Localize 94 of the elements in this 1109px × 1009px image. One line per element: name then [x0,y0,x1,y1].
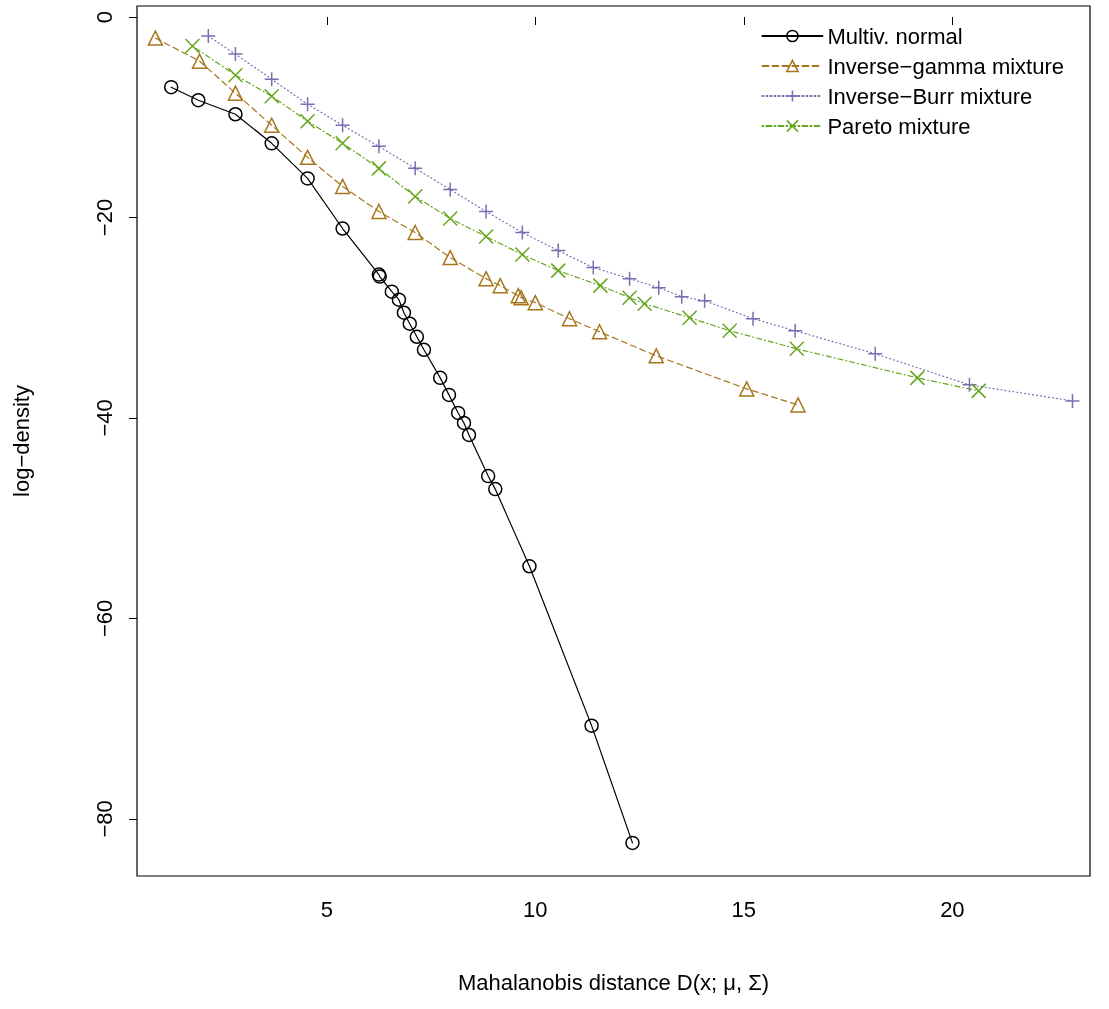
point [163,79,179,95]
point [621,270,638,287]
point [681,309,698,326]
point [402,316,418,331]
point [522,559,537,574]
x-tick-label: 5 [320,896,333,922]
point [651,279,667,296]
point [371,160,387,177]
point [550,262,566,279]
point [334,135,351,152]
point [335,221,350,236]
point [299,149,316,166]
point [371,138,387,155]
x-axis-title: Mahalanobis distance D(x; μ, Σ) [457,969,770,995]
point [488,481,503,497]
point [867,346,883,362]
point [789,341,805,357]
point [227,46,244,62]
point [585,259,602,276]
point [790,397,806,413]
point [591,324,608,340]
point [592,277,609,294]
point [514,246,531,263]
point [909,370,926,386]
point [191,53,208,69]
point [334,178,351,195]
x-tick-label: 10 [523,896,548,922]
point [442,181,458,198]
point [227,67,244,83]
point [970,383,987,399]
y-tick-label: −80 [91,800,117,838]
point [478,228,494,245]
point [371,203,387,220]
x-tick-label: 20 [940,896,965,922]
point [263,117,280,134]
point [184,38,201,54]
point [432,370,448,386]
legend-label: Inverse−Burr mixture [827,83,1033,109]
point [514,224,531,241]
point [456,415,472,431]
point [492,277,509,294]
y-tick-label: −60 [91,599,117,638]
point [441,387,457,403]
point [263,71,280,87]
legend-label: Multiv. normal [827,23,963,49]
legend-label: Pareto mixture [827,113,971,139]
point [625,835,640,851]
point [739,381,755,397]
point [416,342,432,358]
point [228,107,243,122]
point [409,329,425,344]
point [961,377,978,393]
point [478,203,494,220]
y-tick-label: 0 [91,10,117,24]
point [396,305,412,320]
point [696,292,713,309]
point [721,323,738,339]
point [200,28,217,44]
point [442,249,458,266]
point [1064,393,1081,409]
point [407,160,423,177]
point [584,718,599,733]
point [636,295,653,312]
point [550,242,566,259]
point [621,289,638,306]
point [299,96,316,112]
point [299,113,316,130]
point [450,405,466,421]
point [334,117,351,134]
point [407,188,423,205]
y-tick-label: −20 [91,198,117,237]
point [147,30,164,46]
point [787,323,803,339]
legend-label: Inverse−gamma mixture [827,53,1065,79]
point [264,136,279,151]
point [391,292,407,307]
x-tick-label: 15 [731,896,757,922]
point [384,284,400,299]
point [673,288,690,305]
point [407,224,423,241]
point [527,294,544,311]
point [561,310,578,327]
point [480,468,496,484]
point [263,88,280,104]
y-axis-title: log−density [8,385,34,497]
point [227,85,244,101]
point [648,348,664,364]
point [300,171,315,186]
y-tick-label: −40 [91,399,117,437]
point [442,210,458,227]
point [745,310,761,327]
point [191,92,206,108]
point [461,427,477,443]
point [478,270,494,287]
